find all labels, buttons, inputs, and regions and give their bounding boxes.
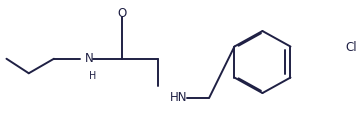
Text: HN: HN — [170, 91, 187, 104]
Text: O: O — [118, 7, 127, 20]
Text: N: N — [85, 52, 94, 65]
Text: Cl: Cl — [345, 41, 357, 54]
Text: H: H — [89, 71, 96, 81]
